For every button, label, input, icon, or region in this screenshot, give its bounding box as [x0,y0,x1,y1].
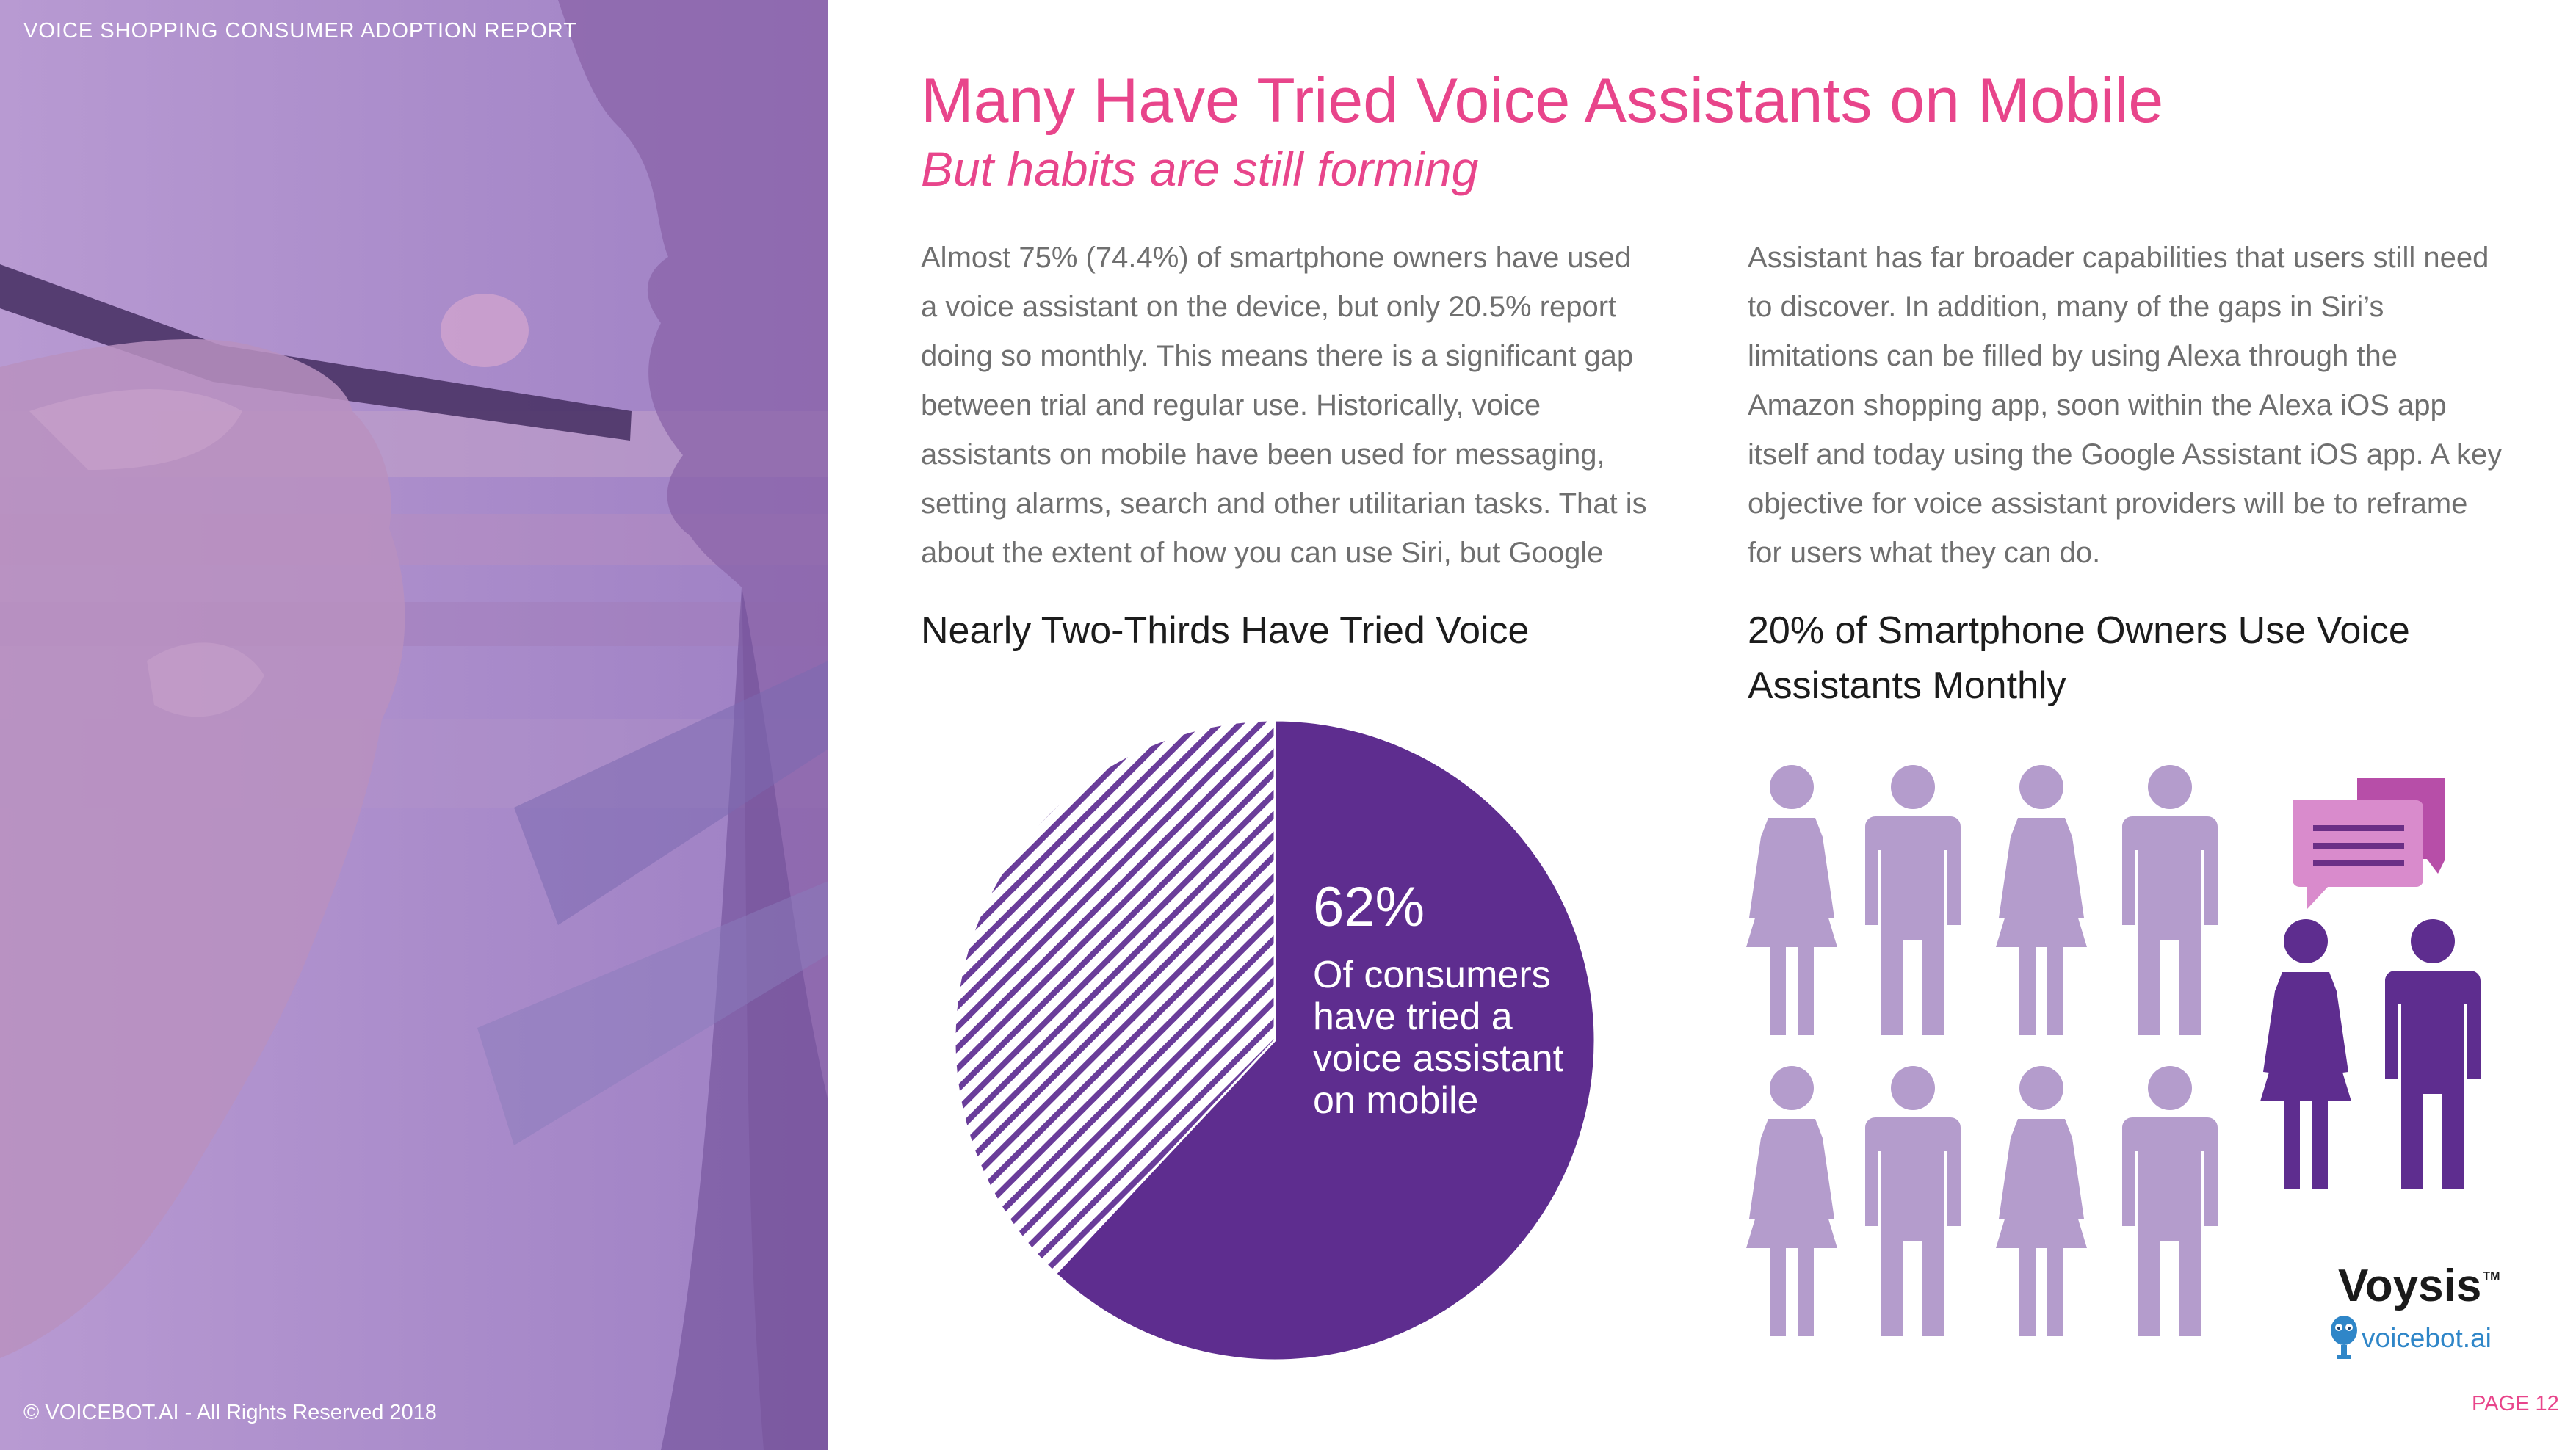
page-subtitle: But habits are still forming [921,142,1479,196]
voysis-logo: Voysis TM [2338,1260,2500,1312]
person-icon [1865,765,1961,1035]
voysis-trademark: TM [2483,1270,2500,1283]
person-icon [1746,765,1837,1035]
people-pictograph [1746,765,2481,1336]
pie-percent-label: 62% [1313,876,1425,938]
copyright-text: © VOICEBOT.AI - All Rights Reserved 2018 [23,1401,437,1424]
person-icon [2260,919,2351,1189]
person-icon [1996,1066,2087,1336]
person-icon [1996,765,2087,1035]
pie-caption: Of consumers have tried a voice assistan… [1313,954,1564,1122]
person-icon [2122,1066,2218,1336]
pie-slice-0 [1054,719,1596,1362]
body-column-right: Assistant has far broader capabilities t… [1748,233,2504,578]
voysis-logo-text: Voysis [2338,1261,2482,1311]
person-icon [2122,765,2218,1035]
page-title: Many Have Tried Voice Assistants on Mobi… [921,65,2164,136]
body-paragraph-left: Almost 75% (74.4%) of smartphone owners … [921,242,1647,569]
people-section-heading: 20% of Smartphone Owners Use Voice Assis… [1748,609,2410,707]
report-title: VOICE SHOPPING CONSUMER ADOPTION REPORT [23,19,577,43]
person-icon [1865,1066,1961,1336]
voicebot-logo: voicebot.ai [2362,1323,2492,1353]
person-icon [2385,919,2481,1189]
pie-chart [953,719,1596,1362]
speech-bubble-icon [2293,778,2445,909]
pie-section-heading: Nearly Two-Thirds Have Tried Voice [921,609,1530,652]
voicebot-mascot-icon [2331,1316,2357,1359]
body-paragraph-right: Assistant has far broader capabilities t… [1748,242,2503,569]
person-on-phone-photo [0,0,828,1450]
pie-slice-1 [953,719,1276,1275]
person-icon [1746,1066,1837,1336]
body-column-left: Almost 75% (74.4%) of smartphone owners … [921,233,1655,578]
page-number: PAGE 12 [2472,1392,2559,1415]
photo-panel: VOICE SHOPPING CONSUMER ADOPTION REPORT … [0,0,828,1450]
